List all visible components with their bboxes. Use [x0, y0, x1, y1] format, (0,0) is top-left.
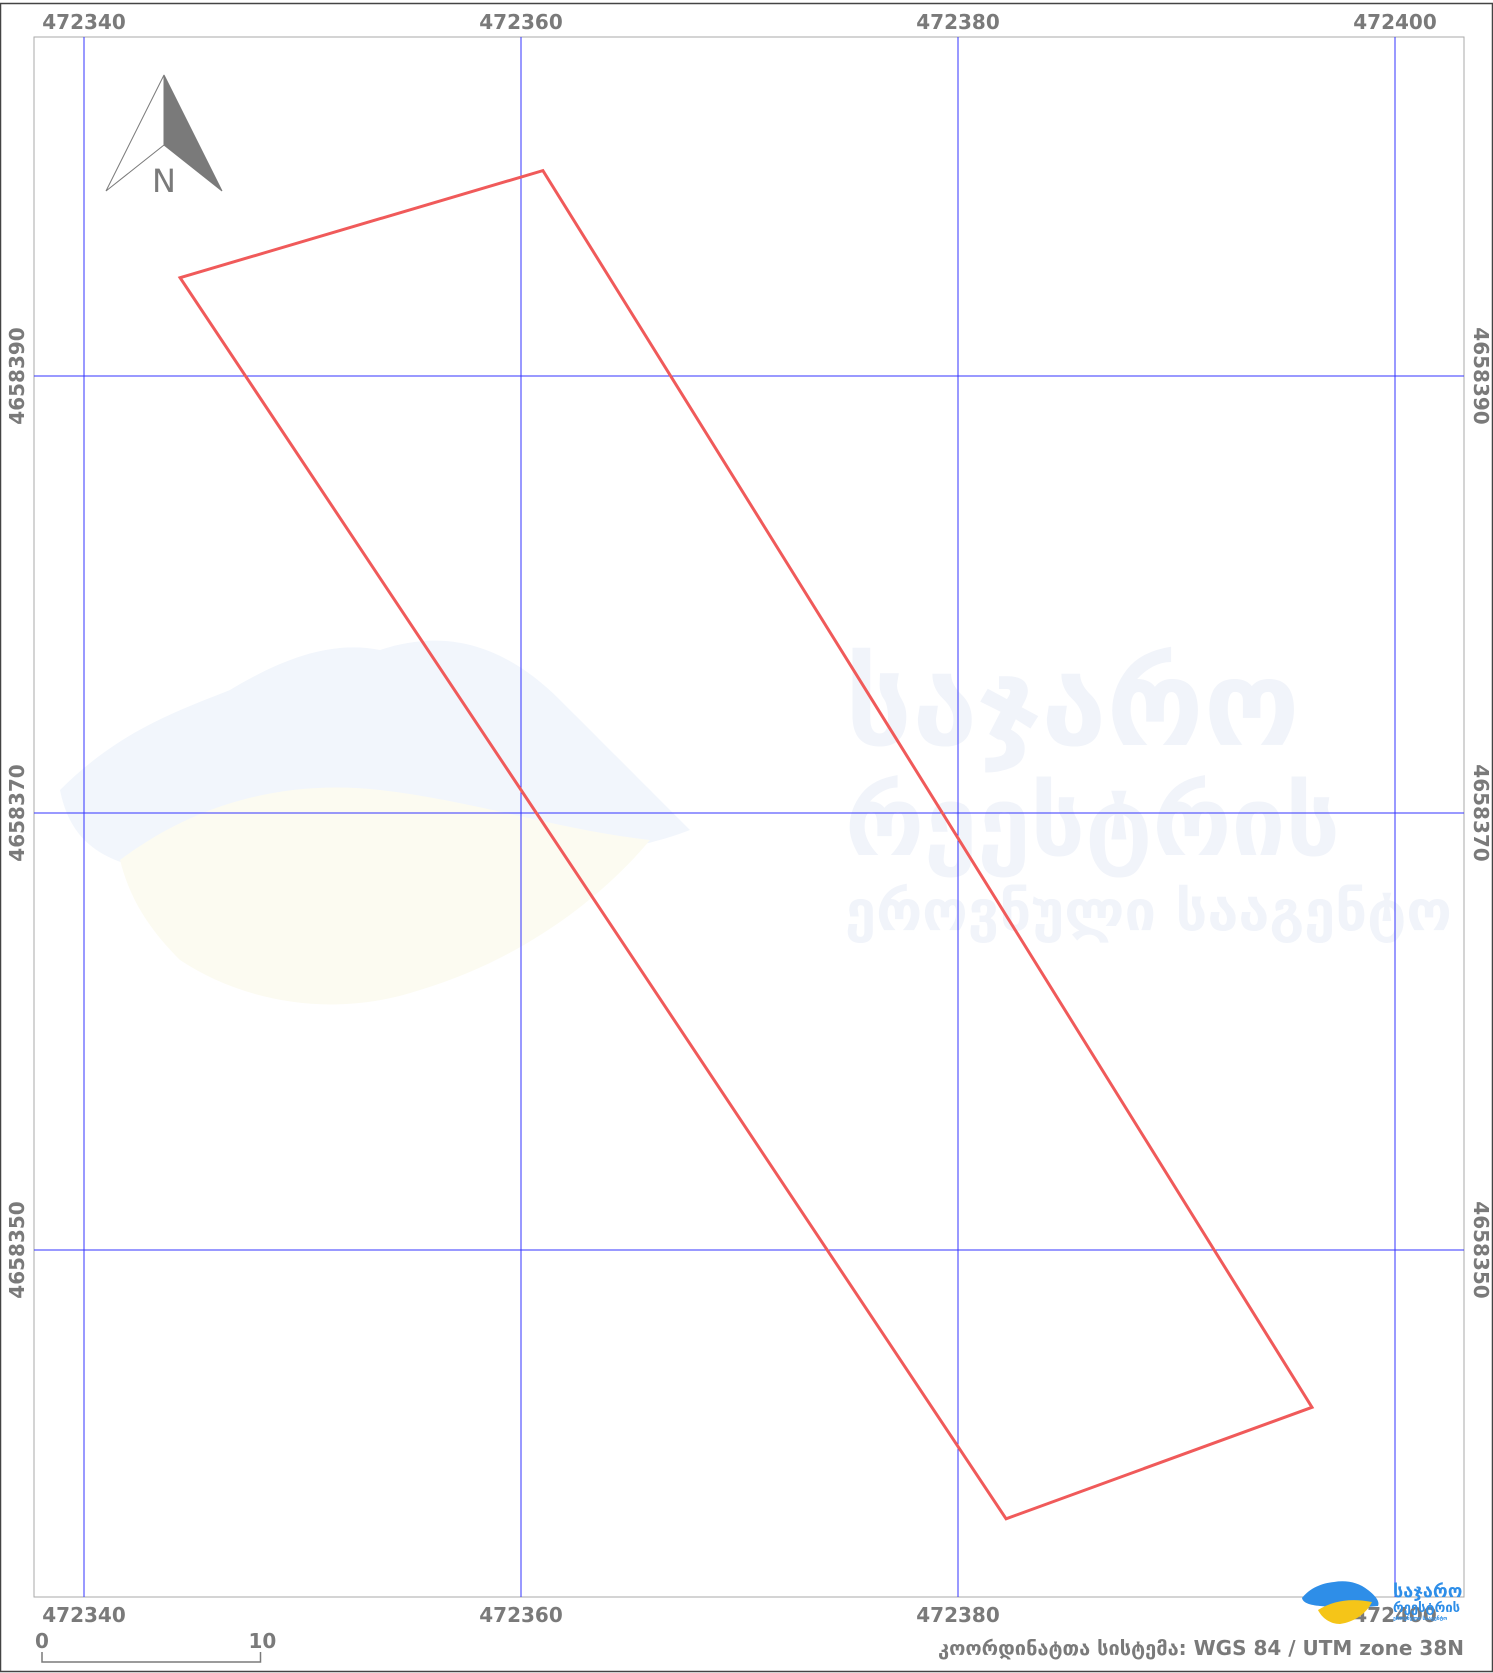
watermark-line1: საჯარო	[845, 635, 1300, 773]
easting-label-bottom-472380: 472380	[916, 1603, 1000, 1627]
corner-logo-line3: ეროვნული სააგენტო	[1393, 1615, 1447, 1622]
northing-label-right-4658370: 4658370	[1469, 764, 1493, 861]
northing-label-left-4658390: 4658390	[5, 327, 29, 424]
corner-logo-line1: საჯარო	[1393, 1581, 1462, 1602]
north-arrow-icon: N	[105, 74, 223, 200]
easting-label-top-472340: 472340	[42, 10, 126, 34]
watermark-line3: ეროვნული სააგენტო	[845, 879, 1452, 944]
coordinate-system-label: კოორდინატთა სისტემა: WGS 84 / UTM zone 3…	[938, 1636, 1464, 1660]
watermark: საჯარო რეესტრის ეროვნული სააგენტო	[60, 635, 1452, 1005]
georgia-map-logo-icon	[1302, 1581, 1379, 1624]
easting-label-top-472400: 472400	[1353, 10, 1437, 34]
scale-bar-end-label: 10	[249, 1629, 277, 1653]
scale-bar: 0 10	[35, 1629, 277, 1663]
scale-bar-start-label: 0	[35, 1629, 49, 1653]
corner-logo-line2: რეესტრის	[1393, 1601, 1460, 1616]
watermark-line2: რეესტრის	[845, 766, 1340, 878]
northing-label-right-4658350: 4658350	[1469, 1201, 1493, 1298]
northing-label-left-4658370: 4658370	[5, 764, 29, 861]
scale-bar-line	[41, 1652, 262, 1663]
easting-label-top-472360: 472360	[479, 10, 563, 34]
northing-label-left-4658350: 4658350	[5, 1201, 29, 1298]
corner-logo: საჯარო რეესტრის ეროვნული სააგენტო	[1302, 1581, 1462, 1624]
easting-label-bottom-472360: 472360	[479, 1603, 563, 1627]
georgia-map-logo-icon	[60, 640, 690, 1005]
north-arrow-letter: N	[152, 162, 176, 200]
easting-label-top-472380: 472380	[916, 10, 1000, 34]
grid-lines	[34, 37, 1464, 1597]
parcel-outline	[177, 168, 1315, 1521]
northing-label-right-4658390: 4658390	[1469, 327, 1493, 424]
easting-label-bottom-472340: 472340	[42, 1603, 126, 1627]
